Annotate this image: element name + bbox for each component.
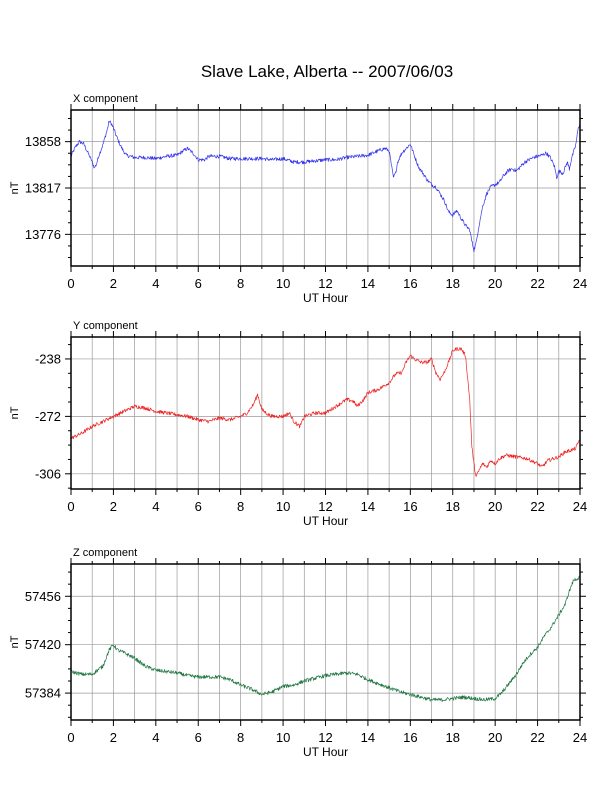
y-y-tick-label: -306 <box>35 466 61 481</box>
y-x-tick-label: 10 <box>276 499 290 514</box>
y-x-tick-label: 6 <box>195 499 202 514</box>
z-x-axis-label: UT Hour <box>303 745 348 759</box>
z-x-tick-label: 10 <box>276 730 290 745</box>
x-x-tick-label: 14 <box>361 276 375 291</box>
x-y-tick-label: 13817 <box>25 181 61 196</box>
y-y-tick-label: -238 <box>35 351 61 366</box>
z-x-tick-label: 14 <box>361 730 375 745</box>
y-x-axis-label: UT Hour <box>303 514 348 528</box>
x-y-tick-label: 13858 <box>25 134 61 149</box>
z-x-tick-label: 6 <box>195 730 202 745</box>
z-component-series-line <box>70 575 581 703</box>
z-x-tick-label: 12 <box>318 730 332 745</box>
z-x-tick-label: 24 <box>573 730 587 745</box>
y-x-tick-label: 22 <box>530 499 544 514</box>
z-x-tick-label: 16 <box>403 730 417 745</box>
z-y-axis-label: nT <box>9 635 21 648</box>
y-y-tick-label: -272 <box>35 409 61 424</box>
y-x-tick-label: 12 <box>318 499 332 514</box>
z-x-tick-label: 4 <box>152 730 159 745</box>
x-x-tick-label: 8 <box>237 276 244 291</box>
y-x-tick-label: 2 <box>110 499 117 514</box>
x-x-tick-label: 16 <box>403 276 417 291</box>
y-x-tick-label: 0 <box>67 499 74 514</box>
z-x-tick-label: 0 <box>67 730 74 745</box>
z-x-tick-label: 22 <box>530 730 544 745</box>
y-x-tick-label: 20 <box>488 499 502 514</box>
z-x-tick-label: 8 <box>237 730 244 745</box>
x-x-tick-label: 20 <box>488 276 502 291</box>
z-component-title: Z component <box>73 547 137 559</box>
y-component-title: Y component <box>73 320 138 332</box>
z-x-tick-label: 2 <box>110 730 117 745</box>
x-x-tick-label: 6 <box>195 276 202 291</box>
z-y-tick-label: 57384 <box>25 686 61 701</box>
z-y-tick-label: 57420 <box>25 637 61 652</box>
x-x-tick-label: 0 <box>67 276 74 291</box>
x-x-tick-label: 24 <box>573 276 587 291</box>
z-x-tick-label: 18 <box>446 730 460 745</box>
x-y-tick-label: 13776 <box>25 227 61 242</box>
x-component-series-line <box>70 120 581 253</box>
z-y-tick-label: 57456 <box>25 589 61 604</box>
y-x-tick-label: 18 <box>446 499 460 514</box>
x-x-tick-label: 22 <box>530 276 544 291</box>
x-y-axis-label: nT <box>9 181 21 194</box>
z-x-tick-label: 20 <box>488 730 502 745</box>
x-x-tick-label: 12 <box>318 276 332 291</box>
y-x-tick-label: 24 <box>573 499 587 514</box>
y-x-tick-label: 8 <box>237 499 244 514</box>
x-x-tick-label: 4 <box>152 276 159 291</box>
y-component-series-line <box>70 346 581 477</box>
x-x-tick-label: 10 <box>276 276 290 291</box>
y-x-tick-label: 14 <box>361 499 375 514</box>
x-x-tick-label: 2 <box>110 276 117 291</box>
x-x-axis-label: UT Hour <box>303 291 348 305</box>
x-x-tick-label: 18 <box>446 276 460 291</box>
y-y-axis-label: nT <box>9 406 21 419</box>
x-component-title: X component <box>73 93 138 105</box>
y-x-tick-label: 16 <box>403 499 417 514</box>
y-x-tick-label: 4 <box>152 499 159 514</box>
figure-title: Slave Lake, Alberta -- 2007/06/03 <box>201 62 453 81</box>
